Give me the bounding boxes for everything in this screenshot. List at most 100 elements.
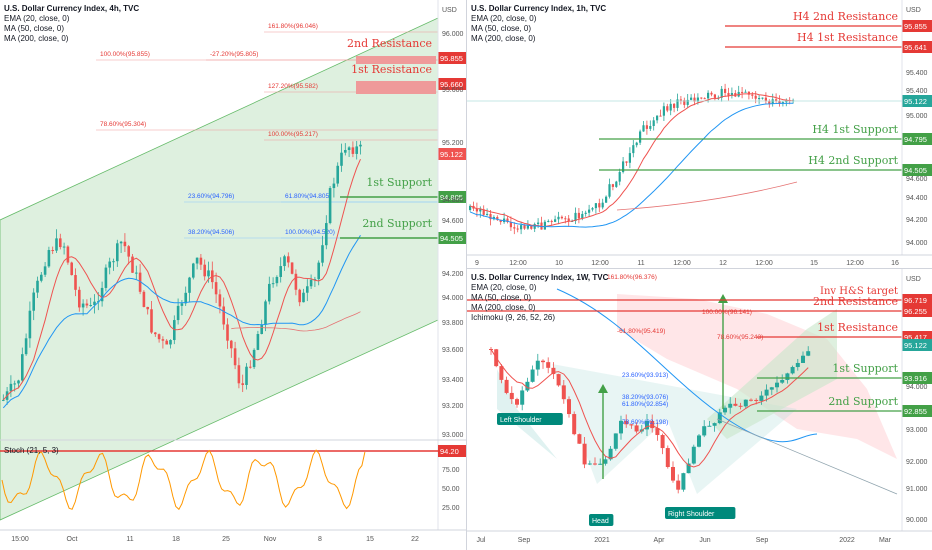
current-price-tag-bg [902,339,932,351]
level-price-tag-bg [902,372,932,384]
w1-candle [801,355,805,363]
w1-candle [691,446,696,464]
h4-candle [116,243,119,262]
h1-candle [482,209,485,215]
x-tick: Mar [879,537,892,544]
y-tick: 95.400 [906,88,928,95]
h4-candle [268,283,271,302]
level-price-tag-bg [438,232,466,244]
chart-4h-panel[interactable]: 161.80%(96.046) 100.00%(95.855) -27.20%(95… [0,0,466,550]
current-price-tag: 95.122 [904,97,927,106]
h4-candle [195,257,199,264]
x-tick: 10 [555,260,563,267]
h4-candle [222,306,225,325]
h1-candle [584,212,587,214]
h1-candle [526,225,529,229]
h1-candle [673,103,676,108]
currency-label: USD [906,276,921,283]
h4-candle [188,277,191,293]
h1-candle [622,161,625,173]
level-price-tag: 93.916 [904,374,927,383]
y-tick: 93.400 [442,377,464,384]
h4-candle [32,292,35,311]
level-label: 2nd Resistance [347,37,432,50]
w1-candle [749,399,753,401]
h4-candle [283,256,286,267]
chart-1w-panel[interactable]: 161.80%(96.376) 100.00%(96.141) -61.80%(95… [467,269,932,550]
ma-50-line [469,102,794,228]
fib-label: 100.00%(95.855) [100,51,150,58]
x-tick: 12:00 [755,260,773,267]
x-tick: Jun [699,537,710,544]
fib-label: 100.00%(94.520) [285,229,335,236]
w1-candle [660,435,665,449]
level-label: 2nd Support [828,395,898,408]
chart-1w-ma50: MA (50, close, 0) [471,293,532,302]
level-label: Inv H&S target [820,286,898,297]
level-price-tag-bg [902,133,932,145]
h1-candle [489,213,492,220]
h4-candle [161,339,165,341]
level-label: 2nd Support [362,217,432,230]
h1-candle [598,203,601,208]
y-tick: 93.800 [442,320,464,327]
h4-candle [17,380,20,384]
h1-candle [778,101,781,104]
h4-candle [142,291,146,307]
level-price-tag-bg [902,164,932,176]
h4-candle [256,334,260,350]
h4-candle [119,241,123,244]
h4-candle [325,223,328,246]
w1-candle [728,403,733,408]
h1-candle [469,205,472,210]
w1-candle [764,389,769,396]
level-label: 1st Resistance [351,63,432,76]
w1-candle [577,434,582,444]
w1-candle [535,360,540,370]
w1-candle [775,382,779,388]
h4-candle [203,264,206,277]
y-tick: 94.000 [442,295,464,302]
neckline-extension [716,418,898,495]
w1-candle [561,385,566,400]
w1-candle [738,405,743,407]
h1-candle [724,88,727,93]
w1-candle [759,395,764,401]
chart-1h-panel[interactable]: H4 2nd Resistance 95.855 H4 1st Resistance… [467,0,932,268]
h4-candle [275,276,279,284]
h1-candle [645,125,648,129]
w1-candle [733,403,738,406]
h1-candle [761,97,764,99]
h1-candle [669,103,672,111]
fib-label: 78.60%(95.304) [100,121,146,128]
h1-candle [588,209,591,213]
h1-candle [696,97,699,102]
h4-candle [93,301,96,306]
pattern-label: Head [592,518,609,525]
h1-candle [741,91,744,93]
x-tick: 2022 [839,537,855,544]
h4-candle [21,354,24,381]
h4-candle [104,267,108,288]
h4-candle [260,324,263,335]
h4-candle [294,273,298,290]
h1-candle [608,184,611,197]
stoch-line [1,449,366,511]
ma-50-line [2,235,361,409]
w1-candle [582,443,587,465]
w1-candle [567,399,571,415]
chart-1h-title: U.S. Dollar Currency Index, 1h, TVC [471,4,607,13]
pattern-label-bg [497,413,563,425]
x-tick: 25 [222,536,230,543]
pattern-label: Right Shoulder [668,511,715,518]
h4-candle [184,292,187,304]
h4-candle [176,305,180,321]
level-label: 1st Resistance [817,321,898,334]
h4-candle [62,246,66,248]
x-tick: 12:00 [591,260,609,267]
h4-candle [135,272,138,274]
x-tick: 2021 [594,537,610,544]
y-tick: 95.400 [906,70,928,77]
y-tick: 94.800 [442,197,464,204]
h4-candle [138,272,142,292]
